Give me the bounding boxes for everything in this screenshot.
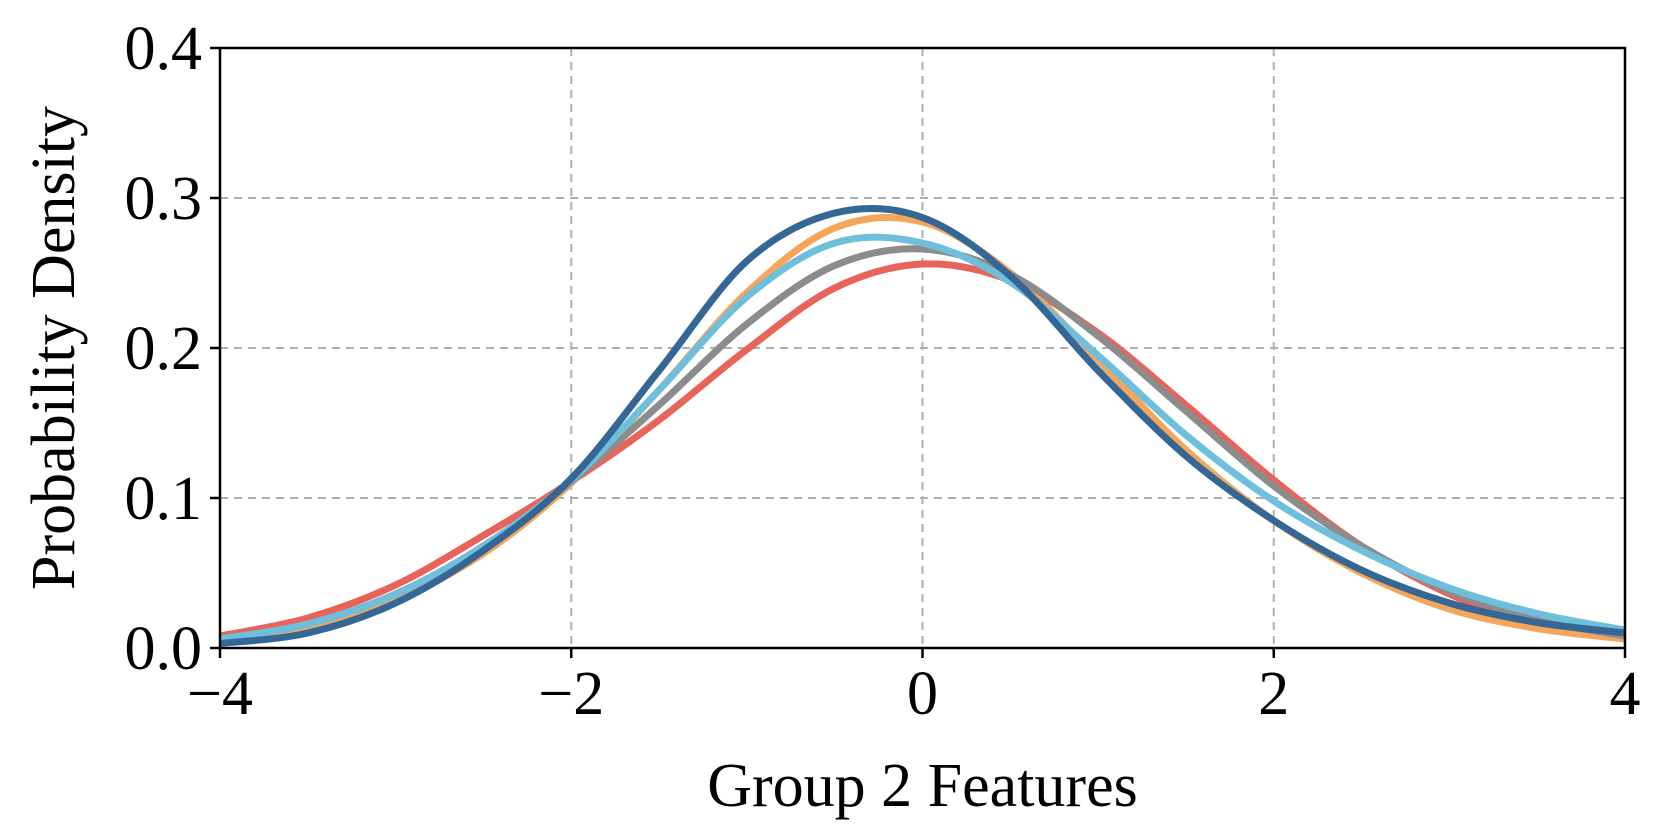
tick-layer: −4 −2 0 2 4 0.0 0.1 0.2 0.3 0.4 bbox=[125, 15, 1641, 728]
series-line-4 bbox=[220, 233, 1625, 643]
y-tick-label: 0.2 bbox=[125, 315, 203, 383]
x-tick-label: −2 bbox=[538, 660, 604, 728]
x-axis-label: Group 2 Features bbox=[707, 752, 1137, 820]
y-tick-label: 0.3 bbox=[125, 165, 203, 233]
x-tick-label: 0 bbox=[907, 660, 938, 728]
x-tick-label: −4 bbox=[187, 660, 253, 728]
series-line-5 bbox=[220, 204, 1625, 647]
x-tick-label: 4 bbox=[1610, 660, 1641, 728]
y-tick-label: 0.0 bbox=[125, 615, 203, 683]
series-layer bbox=[220, 204, 1625, 647]
y-tick-label: 0.1 bbox=[125, 465, 203, 533]
y-tick-label: 0.4 bbox=[125, 15, 203, 83]
y-axis-label: Probability Density bbox=[20, 106, 88, 590]
x-tick-label: 2 bbox=[1258, 660, 1289, 728]
grid-layer bbox=[220, 48, 1625, 648]
